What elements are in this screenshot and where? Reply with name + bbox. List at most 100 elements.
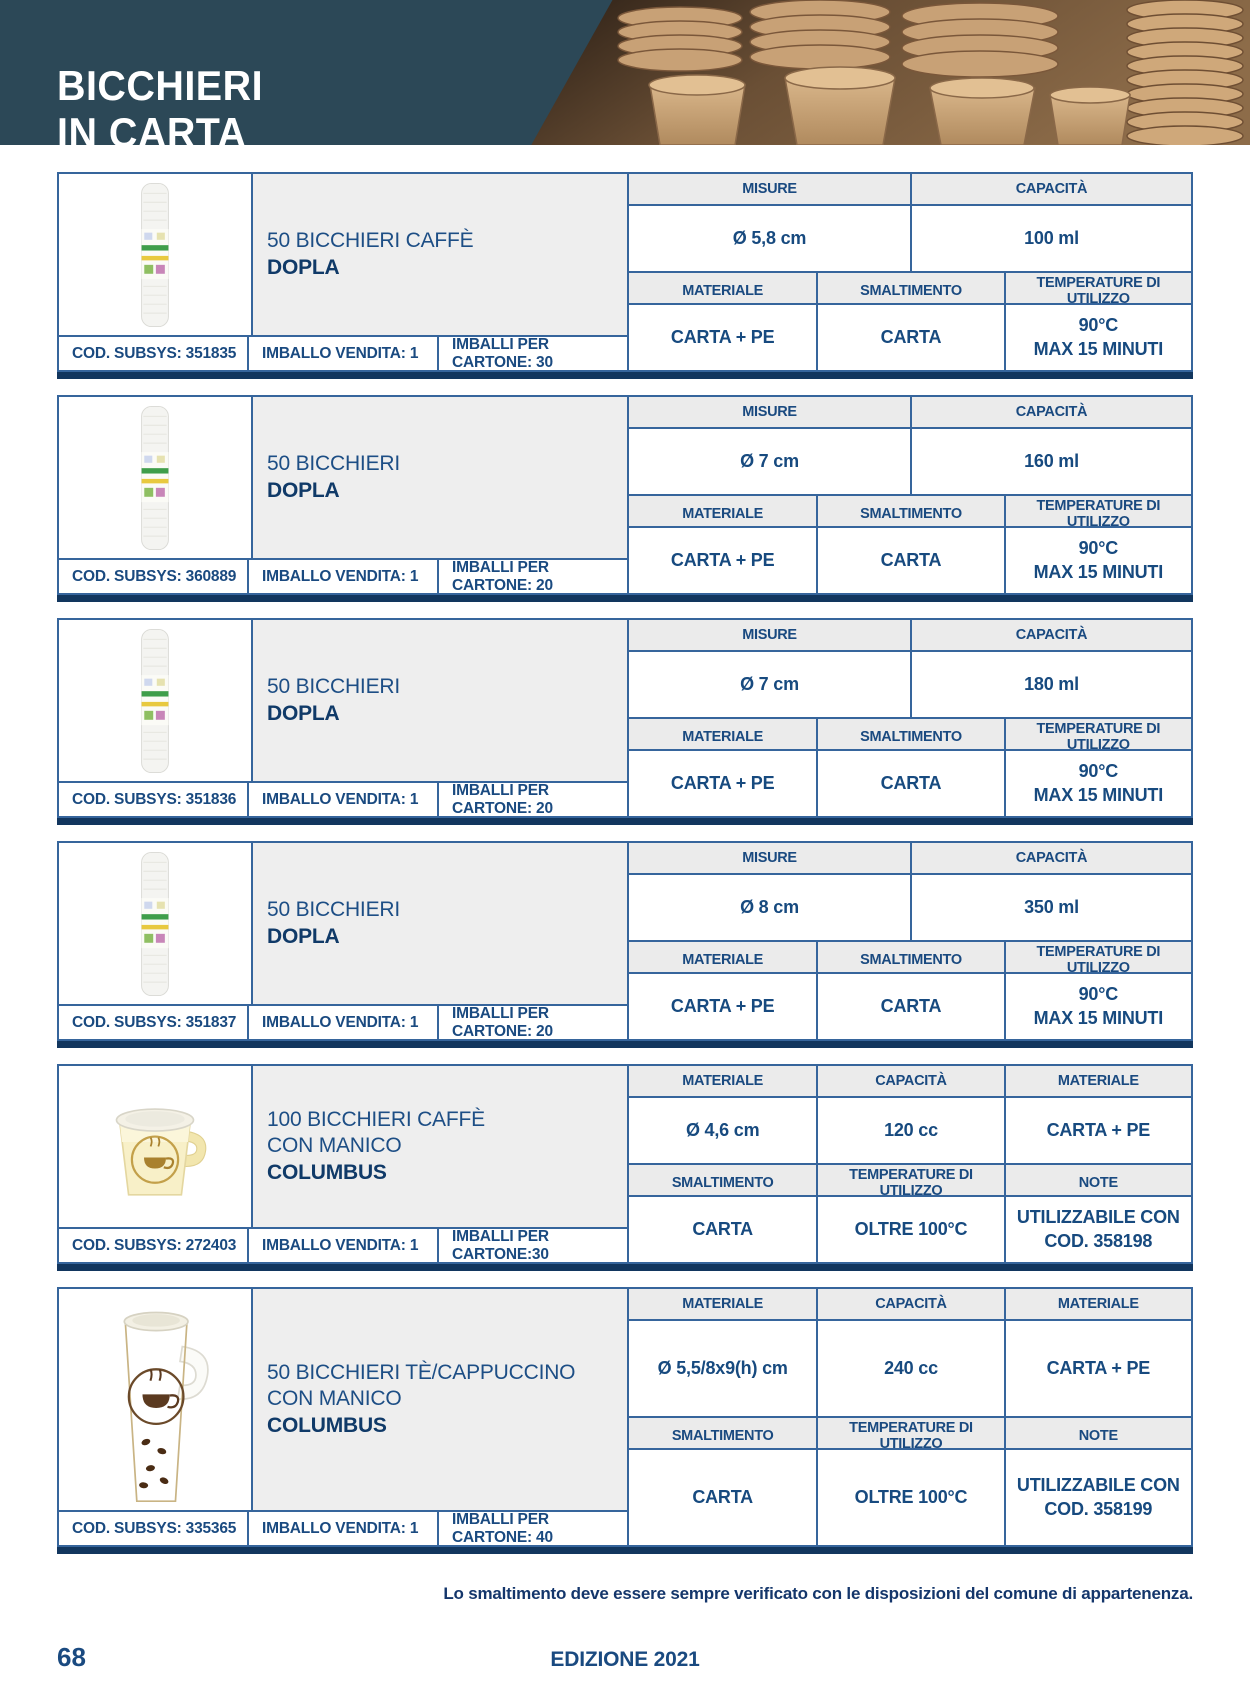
spec-header-row: SMALTIMENTO TEMPERATURE DI UTILIZZO NOTE	[629, 1418, 1191, 1454]
product-info-block: 50 BICCHIERI DOPLA COD. SUBSYS: 351836 I…	[57, 618, 627, 818]
product-brand: COLUMBUS	[267, 1413, 387, 1437]
spec-value: 90°C MAX 15 MINUTI	[1003, 974, 1191, 1039]
cup-sleeve-pack-image	[141, 405, 169, 550]
spec-value-row: Ø 5,8 cm 100 ml	[629, 206, 1191, 273]
spec-value: OLTRE 100°C	[816, 1197, 1003, 1262]
product-brand: DOPLA	[267, 478, 340, 502]
product-code-row: COD. SUBSYS: 351836 IMBALLO VENDITA: 1 I…	[59, 782, 627, 817]
product-name: 50 BICCHIERI CAFFÈ	[267, 229, 474, 253]
spec-value-row: Ø 8 cm 350 ml	[629, 875, 1191, 942]
spec-header: MATERIALE	[682, 283, 764, 299]
spec-header: TEMPERATURE DI UTILIZZO	[1003, 719, 1191, 755]
edition-label: EDIZIONE 2021	[550, 1648, 700, 1671]
spec-header-row: SMALTIMENTO TEMPERATURE DI UTILIZZO NOTE	[629, 1165, 1191, 1201]
card-divider-bar	[57, 818, 1193, 825]
spec-header: MATERIALE	[682, 1296, 764, 1312]
product-code-row: COD. SUBSYS: 335365 IMBALLO VENDITA: 1 I…	[59, 1511, 627, 1546]
spec-header: CAPACITÀ	[910, 174, 1191, 204]
product-name-cell: 50 BICCHIERI DOPLA	[253, 397, 627, 558]
disposal-note: Lo smaltimento deve essere sempre verifi…	[443, 1584, 1193, 1603]
product-image	[59, 1289, 253, 1510]
product-name: 50 BICCHIERI TÈ/CAPPUCCINO CON MANICO	[267, 1361, 576, 1411]
spec-value: 120 cc	[816, 1098, 1003, 1163]
product-image	[59, 843, 253, 1004]
page-header: BICCHIERI IN CARTA	[0, 0, 1250, 145]
spec-table: MISURE CAPACITÀ Ø 7 cm 180 ml MATERIALE SMALT…	[627, 618, 1193, 818]
product-brand: DOPLA	[267, 255, 340, 279]
spec-header: MATERIALE	[682, 729, 764, 745]
spec-value-row: Ø 4,6 cm 120 cc CARTA + PE	[629, 1098, 1191, 1165]
spec-header: CAPACITÀ	[910, 620, 1191, 650]
product-code: COD. SUBSYS: 351836	[72, 790, 237, 808]
spec-value: CARTA	[816, 305, 1003, 370]
product-name-cell: 50 BICCHIERI DOPLA	[253, 843, 627, 1004]
product-brand: COLUMBUS	[267, 1160, 387, 1184]
spec-value: CARTA	[692, 1218, 753, 1239]
spec-header: CAPACITÀ	[816, 1066, 1003, 1096]
product-card: 50 BICCHIERI TÈ/CAPPUCCINO CON MANICO CO…	[57, 1287, 1193, 1554]
product-info-block: 50 BICCHIERI DOPLA COD. SUBSYS: 360889 I…	[57, 395, 627, 595]
spec-value-row: CARTA + PE CARTA 90°C MAX 15 MINUTI	[629, 528, 1191, 593]
spec-header: TEMPERATURE DI UTILIZZO	[1003, 942, 1191, 978]
card-divider-bar	[57, 1547, 1193, 1554]
spec-header: MATERIALE	[682, 506, 764, 522]
product-pack: IMBALLO VENDITA: 1	[247, 337, 437, 370]
product-info-block: 50 BICCHIERI TÈ/CAPPUCCINO CON MANICO CO…	[57, 1287, 627, 1547]
spec-value: 90°C MAX 15 MINUTI	[1003, 305, 1191, 370]
product-info-top: 50 BICCHIERI DOPLA	[59, 843, 627, 1006]
spec-header: NOTE	[1003, 1165, 1191, 1201]
card-divider-bar	[57, 1041, 1193, 1048]
spec-value-row: Ø 5,5/8x9(h) cm 240 cc CARTA + PE	[629, 1321, 1191, 1418]
spec-value: Ø 5,8 cm	[732, 227, 807, 248]
spec-header: MATERIALE	[1003, 1289, 1191, 1319]
spec-table: MATERIALE CAPACITÀ MATERIALE Ø 4,6 cm 120 cc…	[627, 1064, 1193, 1264]
product-image	[59, 397, 253, 558]
cup-sleeve-pack-image	[141, 182, 169, 327]
spec-header-row: MISURE CAPACITÀ	[629, 174, 1191, 206]
spec-header: TEMPERATURE DI UTILIZZO	[1003, 273, 1191, 309]
product-name-cell: 50 BICCHIERI CAFFÈ DOPLA	[253, 174, 627, 335]
spec-header: SMALTIMENTO	[816, 496, 1003, 532]
product-carton: IMBALLI PER CARTONE: 20	[437, 559, 627, 594]
handled-cup-small-image	[115, 1107, 207, 1196]
spec-value: UTILIZZABILE CON COD. 358198	[1003, 1197, 1191, 1262]
spec-header: SMALTIMENTO	[816, 942, 1003, 978]
spec-value: CARTA	[816, 974, 1003, 1039]
spec-header-row: MISURE CAPACITÀ	[629, 397, 1191, 429]
product-pack: IMBALLO VENDITA: 1	[247, 1229, 437, 1262]
spec-header-row: MATERIALE SMALTIMENTO TEMPERATURE DI UTILI…	[629, 273, 1191, 309]
spec-header-row: MATERIALE SMALTIMENTO TEMPERATURE DI UTILI…	[629, 942, 1191, 978]
spec-value: Ø 7 cm	[740, 673, 799, 694]
spec-value: Ø 5,5/8x9(h) cm	[657, 1357, 788, 1378]
spec-value-row: CARTA + PE CARTA 90°C MAX 15 MINUTI	[629, 751, 1191, 816]
product-carton: IMBALLI PER CARTONE:30	[437, 1228, 627, 1263]
product-name-cell: 50 BICCHIERI DOPLA	[253, 620, 627, 781]
product-list: 50 BICCHIERI CAFFÈ DOPLA COD. SUBSYS: 35…	[57, 172, 1193, 1554]
spec-value: Ø 7 cm	[740, 450, 799, 471]
product-carton: IMBALLI PER CARTONE: 20	[437, 1005, 627, 1040]
cup-sleeve-pack-image	[141, 628, 169, 773]
spec-value-row: Ø 7 cm 160 ml	[629, 429, 1191, 496]
spec-value: 240 cc	[816, 1321, 1003, 1416]
spec-header: TEMPERATURE DI UTILIZZO	[816, 1418, 1003, 1454]
product-card: 50 BICCHIERI DOPLA COD. SUBSYS: 351836 I…	[57, 618, 1193, 825]
product-card: 50 BICCHIERI CAFFÈ DOPLA COD. SUBSYS: 35…	[57, 172, 1193, 379]
product-info-top: 50 BICCHIERI CAFFÈ DOPLA	[59, 174, 627, 337]
spec-value: 100 ml	[910, 206, 1191, 271]
spec-table: MISURE CAPACITÀ Ø 5,8 cm 100 ml MATERIALE SMA…	[627, 172, 1193, 372]
spec-header-row: MATERIALE CAPACITÀ MATERIALE	[629, 1066, 1191, 1098]
product-code: COD. SUBSYS: 272403	[72, 1236, 237, 1254]
product-carton: IMBALLI PER CARTONE: 40	[437, 1511, 627, 1546]
product-info-top: 100 BICCHIERI CAFFÈ CON MANICO COLUMBUS	[59, 1066, 627, 1229]
spec-header: MATERIALE	[682, 1073, 764, 1089]
spec-header-row: MATERIALE SMALTIMENTO TEMPERATURE DI UTILI…	[629, 496, 1191, 532]
product-name-cell: 100 BICCHIERI CAFFÈ CON MANICO COLUMBUS	[253, 1066, 627, 1227]
spec-header: CAPACITÀ	[910, 843, 1191, 873]
product-code: COD. SUBSYS: 360889	[72, 567, 237, 585]
spec-header: MISURE	[742, 627, 797, 643]
card-divider-bar	[57, 1264, 1193, 1271]
product-name: 50 BICCHIERI	[267, 675, 400, 699]
spec-value: 180 ml	[910, 652, 1191, 717]
spec-value: CARTA + PE	[1003, 1321, 1191, 1416]
